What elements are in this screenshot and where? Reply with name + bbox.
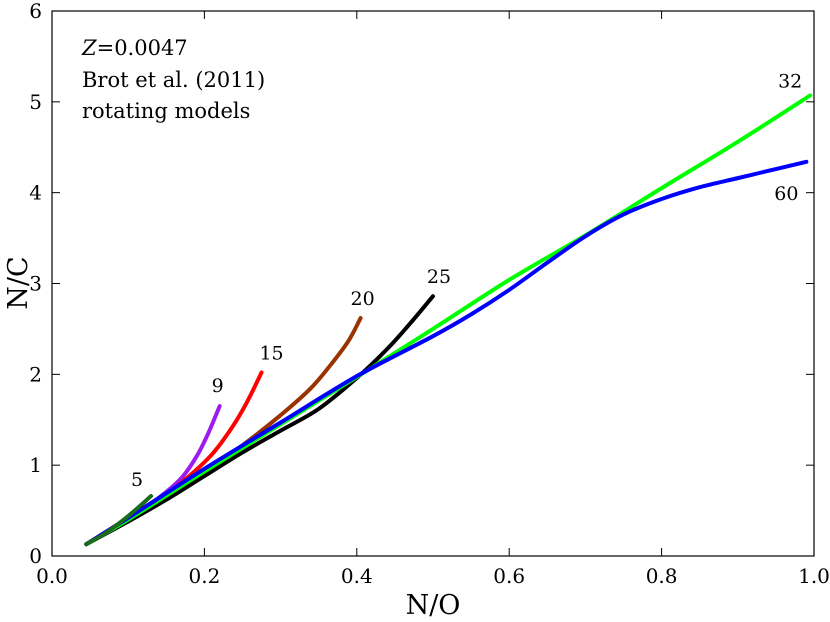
- x-tick-label: 0.2: [188, 564, 220, 588]
- y-axis-label: N/C: [3, 256, 34, 309]
- y-tick-label: 4: [29, 181, 42, 205]
- series-line-32: [84, 93, 813, 547]
- series-line-60: [84, 159, 809, 547]
- series-label-9: 9: [212, 375, 224, 397]
- x-tick-label: 0.6: [493, 564, 525, 588]
- metallicity-symbol: Z: [81, 36, 97, 60]
- x-tick-label: 0.0: [36, 564, 68, 588]
- x-tick-label: 0.8: [646, 564, 678, 588]
- x-tick-label: 1.0: [798, 564, 830, 588]
- x-tick-label: 0.4: [341, 564, 373, 588]
- y-tick-label: 1: [29, 453, 42, 477]
- y-tick-label: 0: [29, 544, 42, 568]
- annotation-line-1: Z=0.0047: [81, 36, 188, 60]
- series-label-25: 25: [427, 266, 451, 288]
- annotation-line-3: rotating models: [82, 99, 250, 123]
- x-axis-label: N/O: [406, 590, 461, 621]
- ticks-layer: 0.0 0.2 0.4 0.6 0.8 1.0 0 1 2 3 4 5 6: [29, 0, 830, 588]
- y-tick-label: 5: [29, 90, 42, 114]
- series-label-60: 60: [774, 183, 798, 205]
- series-line-20: [84, 316, 363, 547]
- chart-annotation: Z=0.0047 Brot et al. (2011) rotating mod…: [81, 36, 265, 123]
- y-tick-label: 6: [29, 0, 42, 23]
- y-tick-label: 2: [29, 362, 42, 386]
- series-label-32: 32: [778, 70, 802, 92]
- series-line-25: [84, 294, 435, 547]
- series-label-15: 15: [259, 343, 283, 365]
- series-label-5: 5: [131, 469, 143, 491]
- series-label-20: 20: [351, 288, 375, 310]
- series-line-5: [84, 494, 154, 547]
- y-tick-label: 3: [29, 272, 42, 296]
- metallicity-value: =0.0047: [97, 36, 188, 60]
- annotation-line-2: Brot et al. (2011): [82, 68, 265, 92]
- labels-layer: 5 9 15 20 25 32 60: [131, 70, 802, 491]
- series-layer: [84, 93, 813, 547]
